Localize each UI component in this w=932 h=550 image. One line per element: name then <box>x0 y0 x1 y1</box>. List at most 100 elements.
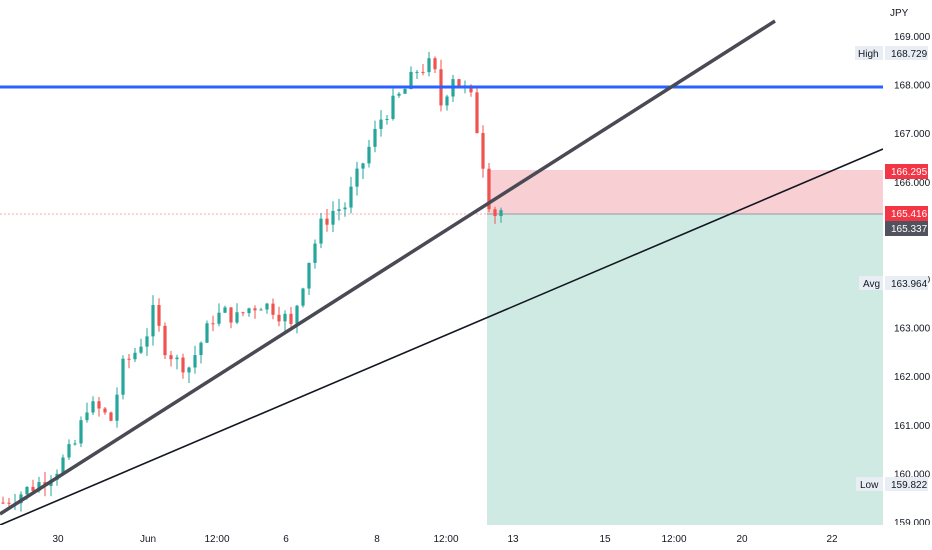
candle-body <box>289 313 293 324</box>
time-axis[interactable] <box>0 525 932 550</box>
candle-body <box>331 210 335 225</box>
candle-body <box>241 312 245 314</box>
upper-trendline[interactable] <box>0 19 776 516</box>
low-tag: Low 159.822 <box>856 477 928 491</box>
candle-body <box>157 305 161 326</box>
candle-body <box>481 133 485 169</box>
candle-body <box>433 58 437 70</box>
candle-body <box>109 412 113 421</box>
x-tick-label: 13 <box>507 534 519 545</box>
candle-body <box>85 412 89 421</box>
candle-body <box>457 79 461 88</box>
candle-body <box>313 243 317 263</box>
candle-body <box>205 323 209 343</box>
x-tick-label: 12:00 <box>433 534 458 545</box>
x-tick-label: 22 <box>826 534 838 545</box>
candle-body <box>115 394 119 421</box>
candle-body <box>343 207 347 210</box>
y-tick-label: 166.000 <box>894 178 931 189</box>
candle-body <box>7 502 11 504</box>
candle-body <box>397 93 401 96</box>
avg-tag-label-bg <box>859 276 883 290</box>
lower-trendline[interactable] <box>0 148 884 526</box>
y-tick-label: 163.000 <box>894 324 931 335</box>
candle-body <box>61 457 65 474</box>
candle-body <box>103 408 107 413</box>
candle-body <box>67 444 71 458</box>
candle-body <box>139 346 143 353</box>
x-axis-ticks: 30 Jun 12:00 6 8 12:00 13 15 12:00 20 22 <box>52 534 838 545</box>
candle-body <box>163 325 167 356</box>
y-tick-label: 161.000 <box>894 421 931 432</box>
candle-body <box>349 186 353 208</box>
candle-body <box>367 146 371 164</box>
candle-body <box>301 288 305 306</box>
candle-body <box>487 168 491 210</box>
candle-body <box>187 367 191 373</box>
y-tick-label: 168.000 <box>894 81 931 92</box>
y-tick-label: 160.000 <box>894 469 931 480</box>
low-tag-value: 159.822 <box>891 480 928 491</box>
candle-body <box>361 163 365 169</box>
stop-tag-value: 166.295 <box>891 167 928 178</box>
candle-body <box>91 401 95 413</box>
high-tag-label: High <box>858 49 879 60</box>
candlestick-series <box>1 51 503 512</box>
last-price-tag-bg <box>885 221 928 236</box>
candle-body <box>229 307 233 323</box>
candle-body <box>325 218 329 225</box>
candle-body <box>385 118 389 120</box>
low-tag-value-bg <box>885 477 928 491</box>
candle-body <box>1 502 5 504</box>
price-axis[interactable] <box>883 0 932 525</box>
x-tick-label: 12:00 <box>661 534 686 545</box>
entry-tag-bg <box>885 206 928 221</box>
candle-body <box>319 218 323 244</box>
candle-body <box>97 401 101 409</box>
candle-body <box>415 71 419 73</box>
candle-body <box>175 357 179 360</box>
candle-body <box>493 209 497 217</box>
candle-body <box>211 323 215 325</box>
candle-body <box>151 305 155 337</box>
candle-body <box>421 71 425 73</box>
low-tag-label: Low <box>860 480 879 491</box>
candle-body <box>283 313 287 322</box>
x-tick-label: Jun <box>140 534 156 545</box>
avg-tag-label: Avg <box>863 279 880 290</box>
candle-body <box>373 128 377 147</box>
candle-body <box>181 357 185 373</box>
candle-body <box>277 314 281 322</box>
candle-body <box>217 312 221 324</box>
avg-tag-value: 163.964 <box>891 279 928 290</box>
stop-tag-bg <box>885 164 928 179</box>
candle-body <box>169 355 173 360</box>
avg-tag: Avg 163.964 <box>859 276 928 290</box>
x-tick-label: 15 <box>599 534 611 545</box>
x-tick-label: 6 <box>283 534 289 545</box>
candle-body <box>127 358 131 360</box>
candle-body <box>469 85 473 93</box>
y-tick-label: 159.000 <box>894 518 931 529</box>
candle-body <box>427 58 431 73</box>
take-profit-zone[interactable] <box>487 214 883 525</box>
last-price-tag: 165.337 <box>885 221 928 236</box>
candle-body <box>247 308 251 314</box>
stop-loss-zone[interactable] <box>487 170 883 214</box>
candle-body <box>73 443 77 445</box>
candle-body <box>403 88 407 94</box>
x-tick-label: 20 <box>736 534 748 545</box>
candle-body <box>295 305 299 324</box>
candle-body <box>253 308 257 311</box>
candle-body <box>265 303 269 310</box>
entry-tag-value: 165.416 <box>891 209 928 220</box>
last-price-tag-value: 165.337 <box>891 224 928 235</box>
high-tag-value-bg <box>885 46 928 60</box>
candle-body <box>121 358 125 395</box>
high-tag-label-bg <box>855 46 883 60</box>
candle-body <box>199 342 203 356</box>
entry-tag: 165.416 <box>885 206 928 221</box>
candle-body <box>259 309 263 311</box>
candle-body <box>355 168 359 187</box>
